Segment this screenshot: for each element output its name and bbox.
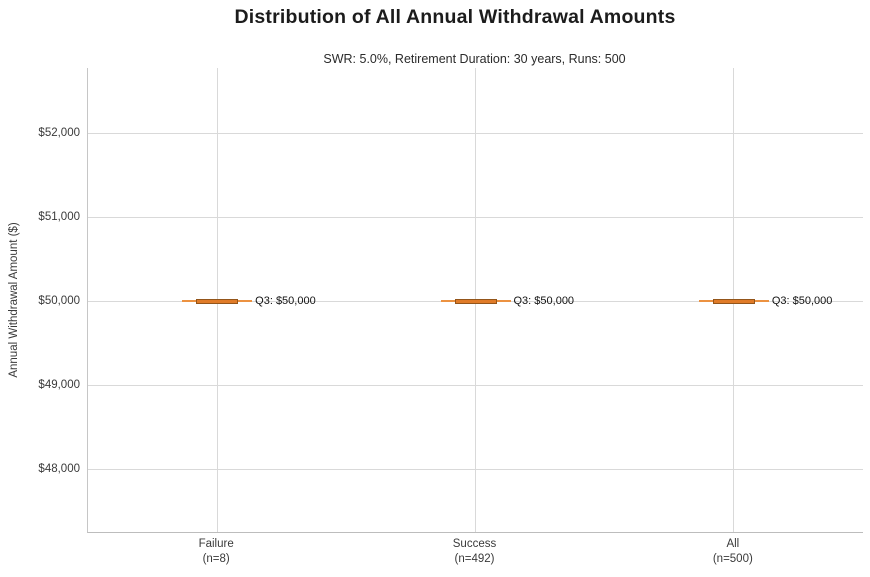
q3-annotation: Q3: $50,000 xyxy=(513,294,575,307)
q3-annotation: Q3: $50,000 xyxy=(255,294,316,307)
box-body xyxy=(196,298,239,304)
x-category-count: (n=8) xyxy=(202,553,230,565)
x-category-label: Success (n=492) xyxy=(405,537,545,567)
x-category-count: (n=492) xyxy=(454,553,495,565)
q3-annotation: Q3: $50,000 xyxy=(771,294,833,307)
x-category-name: Success xyxy=(452,538,497,550)
x-category-name: Failure xyxy=(198,538,234,550)
x-category-label: Failure (n=8) xyxy=(146,537,286,567)
x-category-name: All xyxy=(726,538,740,550)
y-tick-label: $49,000 xyxy=(38,379,80,392)
box-body xyxy=(712,298,755,304)
chart-subtitle: SWR: 5.0%, Retirement Duration: 30 years… xyxy=(323,52,626,66)
y-tick-label: $50,000 xyxy=(38,295,80,308)
y-tick-label: $51,000 xyxy=(38,211,80,224)
y-tick-label: $48,000 xyxy=(38,463,80,475)
plot-area: Q3: $50,000 Q3: $50,000 Q3: $50,000 xyxy=(87,68,863,533)
chart-title: Distribution of All Annual Withdrawal Am… xyxy=(234,6,676,28)
y-tick-label: $52,000 xyxy=(38,127,80,140)
x-category-count: (n=500) xyxy=(712,553,753,565)
box-body xyxy=(454,298,497,304)
x-category-label: All (n=500) xyxy=(663,537,803,567)
